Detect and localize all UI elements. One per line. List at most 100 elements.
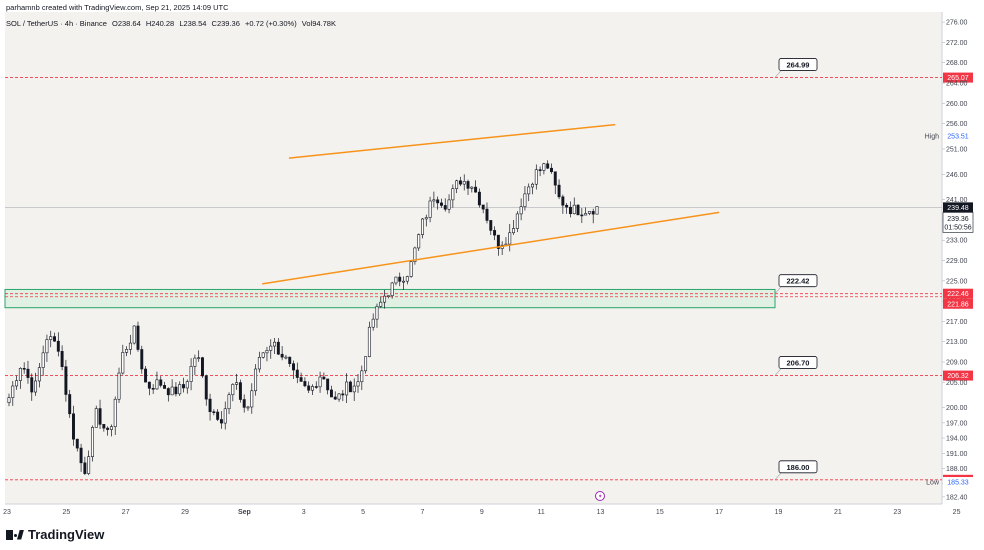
- candle-body: [451, 188, 455, 201]
- candle-body: [98, 408, 102, 425]
- candle-body: [307, 385, 311, 391]
- candle-body: [428, 200, 432, 218]
- candle-body: [53, 336, 56, 342]
- lightning-icon: [598, 493, 602, 499]
- y-tick-label: 233.00: [946, 238, 968, 245]
- level-annotation-label: 264.99: [787, 61, 810, 70]
- candle-body: [292, 363, 295, 371]
- x-tick-label: 19: [775, 509, 783, 516]
- y-tick-label: 205.00: [946, 380, 968, 387]
- y-tick-label: 194.00: [946, 436, 968, 443]
- candle-body: [341, 393, 345, 396]
- candle-body: [7, 397, 11, 403]
- x-tick-label: Sep: [238, 509, 251, 516]
- candle-body: [546, 163, 550, 169]
- candle-body: [41, 352, 45, 368]
- candle-body: [117, 372, 121, 400]
- candle-body: [557, 184, 561, 198]
- candle-body: [193, 357, 197, 367]
- y-tick-label: 251.00: [946, 146, 968, 153]
- x-tick-label: 11: [537, 509, 544, 516]
- candle-body: [523, 193, 527, 208]
- x-tick-label: 15: [656, 509, 664, 516]
- candle-body: [591, 211, 595, 215]
- symbol-name[interactable]: SOL / TetherUS · 4h · Binance: [6, 19, 107, 28]
- candle-body: [22, 368, 26, 370]
- level-axis-tag: [943, 72, 973, 83]
- candle-body: [553, 171, 557, 186]
- candle-body: [132, 325, 136, 344]
- candle-body: [102, 424, 106, 429]
- candle-body: [37, 367, 41, 382]
- candle-body: [386, 295, 390, 297]
- candle-body: [64, 366, 68, 395]
- candle-body: [314, 386, 318, 388]
- candle-body: [515, 213, 519, 229]
- y-tick-label: 229.00: [946, 258, 968, 265]
- candle-body: [329, 389, 333, 398]
- candle-body: [56, 340, 60, 352]
- y-tick-label: 191.00: [946, 451, 968, 458]
- bar-countdown-label: 01:50:56: [944, 224, 971, 231]
- y-tick-label: 268.00: [946, 60, 968, 67]
- level-annotation-label: 186.00: [787, 463, 810, 472]
- candle-body: [565, 204, 569, 208]
- level-axis-label: 222.46: [947, 291, 969, 298]
- candle-body: [212, 411, 216, 414]
- candle-body: [219, 419, 223, 424]
- candle-body: [561, 196, 565, 206]
- tradingview-icon: [6, 529, 24, 540]
- candle-body: [398, 276, 402, 282]
- candle-body: [470, 186, 474, 189]
- candle-body: [493, 230, 497, 236]
- y-tick-label: 246.00: [946, 172, 968, 179]
- current-price-tag: [942, 212, 974, 233]
- candle-body: [60, 351, 64, 367]
- candle-body: [432, 199, 436, 202]
- candle-body: [439, 202, 443, 206]
- level-annotation-label: 222.42: [787, 277, 810, 286]
- candle-body: [595, 206, 599, 215]
- x-tick-label: 25: [953, 509, 961, 516]
- open-value: O238.64: [111, 19, 141, 28]
- candle-body: [166, 388, 170, 396]
- level-axis-tag: [943, 288, 973, 299]
- x-tick-label: 17: [715, 509, 723, 516]
- candle-body: [280, 353, 284, 358]
- candle-body: [265, 350, 269, 354]
- candle-body: [34, 380, 38, 393]
- candle-body: [223, 408, 227, 424]
- candle-body: [477, 191, 481, 206]
- candle-body: [269, 345, 273, 351]
- candle-body: [15, 380, 19, 387]
- candle-body: [250, 390, 254, 408]
- x-tick-label: 3: [302, 509, 306, 516]
- candle-body: [375, 306, 379, 320]
- candle-body: [75, 438, 79, 449]
- candle-body: [462, 181, 466, 185]
- candle-body: [185, 381, 189, 389]
- candle-body: [322, 376, 326, 380]
- candle-body: [163, 385, 167, 389]
- candle-body: [140, 349, 144, 370]
- current-price-label: 239.36: [947, 216, 969, 223]
- y-tick-label: 272.00: [946, 40, 968, 47]
- candle-body: [371, 318, 375, 328]
- candle-body: [333, 396, 337, 400]
- candle-body: [178, 384, 182, 395]
- channel-lower-line: [262, 211, 720, 285]
- candle-body: [481, 204, 485, 210]
- candle-body: [413, 247, 417, 262]
- level-annotation-box: [778, 274, 818, 288]
- x-tick-label: 23: [893, 509, 901, 516]
- candle-body: [474, 186, 478, 193]
- tradingview-logo: TradingView: [6, 527, 104, 542]
- candle-body: [121, 352, 125, 374]
- candle-body: [128, 342, 132, 350]
- x-tick-label: 13: [597, 509, 605, 516]
- candle-body: [337, 393, 341, 400]
- candle-body: [455, 180, 459, 189]
- level-axis-label: 206.32: [947, 373, 969, 380]
- candle-body: [83, 462, 87, 474]
